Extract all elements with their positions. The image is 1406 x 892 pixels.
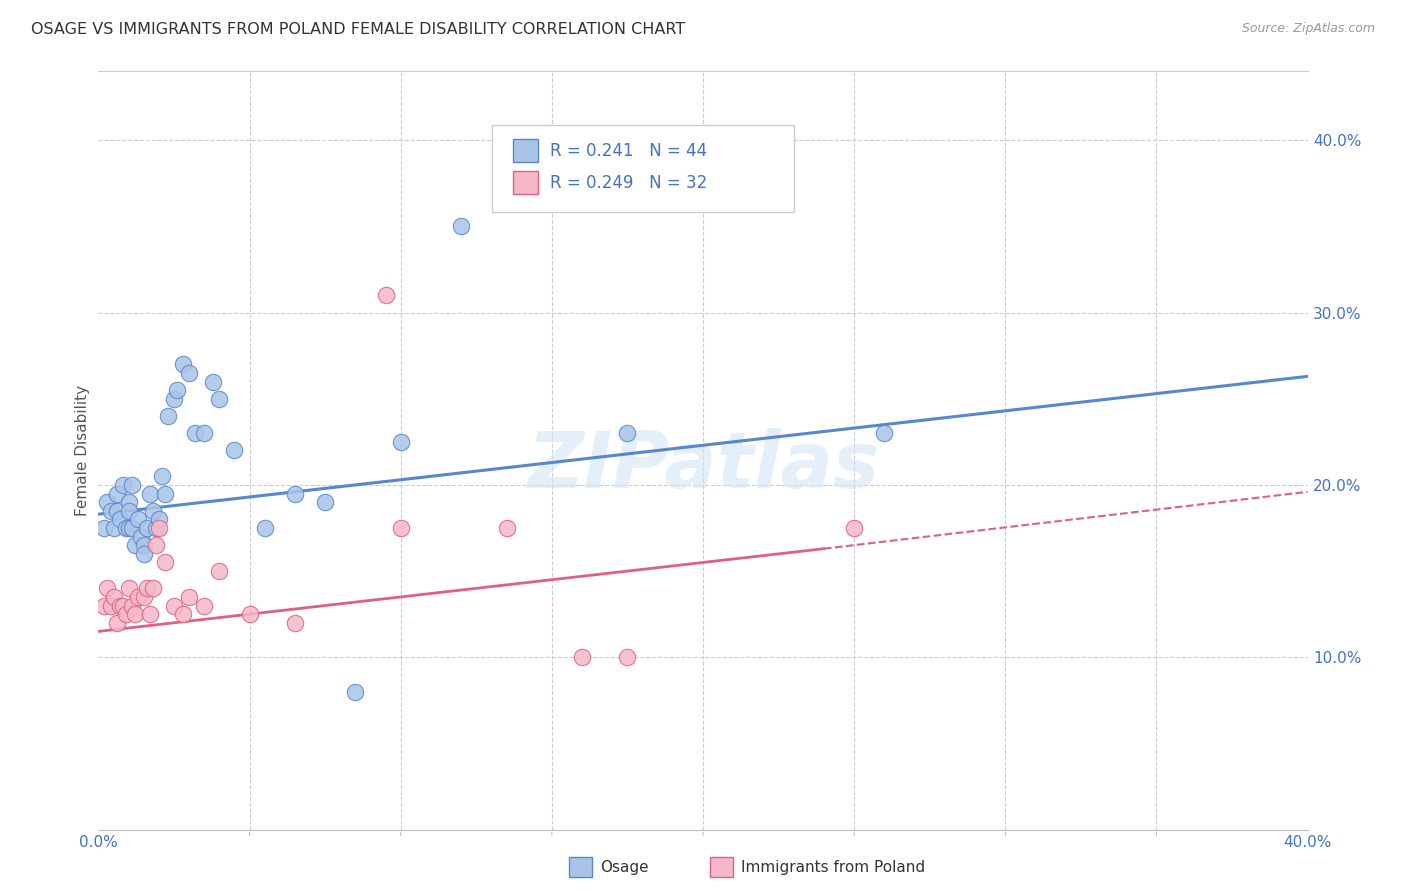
Point [389, 434, 412, 449]
Point [121, 521, 143, 535]
Point [145, 538, 167, 552]
Point [148, 521, 170, 535]
Point [114, 521, 136, 535]
Point [96, 582, 118, 596]
Point [172, 357, 194, 371]
Point [224, 443, 246, 458]
Point [450, 219, 472, 234]
Point [314, 495, 336, 509]
Point [495, 521, 517, 535]
Point [142, 504, 165, 518]
Point [156, 409, 179, 423]
Point [127, 590, 149, 604]
Point [132, 547, 155, 561]
Point [616, 650, 638, 665]
Point [153, 556, 176, 570]
Text: Osage: Osage [600, 860, 650, 874]
Point [135, 582, 157, 596]
Point [118, 504, 141, 518]
Point [179, 590, 201, 604]
Point [118, 582, 141, 596]
Point [121, 599, 143, 613]
Point [253, 521, 276, 535]
Point [284, 615, 307, 630]
Point [132, 590, 155, 604]
Point [145, 521, 167, 535]
Point [118, 521, 141, 535]
Point [153, 486, 176, 500]
Point [124, 538, 146, 552]
Point [389, 521, 412, 535]
Point [202, 375, 225, 389]
Point [139, 486, 162, 500]
Text: OSAGE VS IMMIGRANTS FROM POLAND FEMALE DISABILITY CORRELATION CHART: OSAGE VS IMMIGRANTS FROM POLAND FEMALE D… [31, 22, 685, 37]
Text: R = 0.241   N = 44: R = 0.241 N = 44 [550, 142, 707, 160]
Point [135, 521, 157, 535]
Point [208, 564, 231, 578]
Point [132, 538, 155, 552]
Point [571, 650, 593, 665]
Point [616, 426, 638, 441]
Point [129, 530, 152, 544]
Point [105, 486, 128, 500]
Point [344, 684, 367, 698]
Point [208, 392, 231, 406]
Point [93, 599, 115, 613]
Point [184, 426, 207, 441]
Point [179, 366, 201, 380]
Point [172, 607, 194, 622]
Point [150, 469, 173, 483]
Point [193, 599, 215, 613]
Point [105, 504, 128, 518]
Point [111, 478, 134, 492]
Point [100, 504, 122, 518]
Text: ZIPatlas: ZIPatlas [527, 427, 879, 504]
Point [844, 521, 866, 535]
Point [96, 495, 118, 509]
Point [108, 599, 131, 613]
Point [873, 426, 896, 441]
Point [193, 426, 215, 441]
Point [121, 478, 143, 492]
Point [284, 486, 307, 500]
Point [114, 607, 136, 622]
Point [127, 512, 149, 526]
Point [166, 383, 188, 397]
Point [142, 582, 165, 596]
Point [124, 607, 146, 622]
Point [105, 615, 128, 630]
Point [100, 599, 122, 613]
Text: Immigrants from Poland: Immigrants from Poland [741, 860, 925, 874]
Point [148, 512, 170, 526]
Point [108, 512, 131, 526]
Y-axis label: Female Disability: Female Disability [75, 384, 90, 516]
Point [139, 607, 162, 622]
Point [93, 521, 115, 535]
Point [103, 590, 125, 604]
Text: Source: ZipAtlas.com: Source: ZipAtlas.com [1241, 22, 1375, 36]
Point [111, 599, 134, 613]
Point [163, 392, 186, 406]
Point [118, 495, 141, 509]
Point [163, 599, 186, 613]
Point [239, 607, 262, 622]
Point [103, 521, 125, 535]
Text: R = 0.249   N = 32: R = 0.249 N = 32 [550, 174, 707, 192]
Point [374, 288, 396, 302]
